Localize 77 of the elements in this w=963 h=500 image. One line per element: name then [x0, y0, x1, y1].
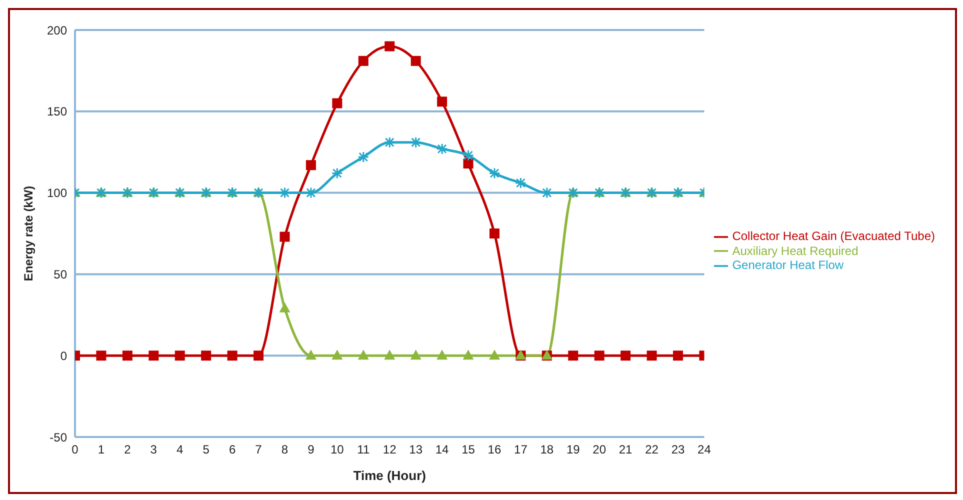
- x-tick-label: 18: [540, 442, 554, 457]
- y-tick-label: 100: [46, 186, 68, 200]
- point: [332, 350, 343, 360]
- point: [122, 350, 132, 361]
- y-tick-label: -50: [50, 430, 68, 444]
- point: [201, 350, 212, 361]
- x-tick-label: 11: [357, 442, 370, 457]
- point: [384, 350, 396, 360]
- point: [462, 350, 474, 360]
- y-axis-title: Energy rate (kW): [21, 186, 36, 282]
- point: [358, 151, 370, 163]
- x-tick-label: 20: [592, 442, 606, 457]
- x-tick-label: 14: [435, 442, 450, 457]
- point: [568, 350, 578, 361]
- legend-label: Collector Heat Gain (Evacuated Tube): [732, 228, 935, 243]
- point: [305, 187, 317, 199]
- point: [279, 302, 290, 312]
- point: [306, 160, 316, 170]
- x-tick-label: 23: [671, 442, 685, 457]
- point: [620, 350, 631, 361]
- x-tick-label: 3: [150, 442, 158, 457]
- x-tick-label: 10: [330, 442, 344, 457]
- x-tick-label: 2: [124, 442, 132, 457]
- x-tick-label: 13: [409, 442, 423, 457]
- point: [227, 350, 238, 361]
- x-tick-label: 1: [98, 442, 105, 457]
- point: [305, 350, 316, 360]
- y-tick-label: 0: [60, 348, 68, 363]
- point: [673, 350, 683, 361]
- x-tick-label: 24: [698, 442, 712, 457]
- x-tick-label: 0: [72, 442, 79, 457]
- point: [278, 187, 290, 199]
- point: [174, 350, 185, 361]
- point: [280, 232, 290, 242]
- x-tick-label: 19: [566, 442, 580, 457]
- point: [489, 228, 500, 238]
- point: [541, 187, 553, 199]
- point: [436, 143, 448, 155]
- point: [358, 350, 369, 360]
- point: [488, 168, 500, 180]
- x-tick-label: 15: [462, 442, 476, 457]
- point: [646, 350, 657, 361]
- point: [410, 136, 422, 148]
- point: [384, 136, 396, 148]
- point: [332, 98, 342, 108]
- x-tick-label: 22: [645, 442, 659, 457]
- x-tick-label: 21: [618, 442, 633, 457]
- point: [437, 96, 448, 107]
- point: [148, 350, 159, 361]
- legend-label: Generator Heat Flow: [732, 258, 844, 272]
- x-tick-label: 17: [514, 442, 528, 457]
- y-tick-label: 150: [46, 104, 68, 119]
- x-tick-label: 9: [308, 442, 315, 457]
- point: [436, 350, 448, 360]
- point: [514, 177, 526, 189]
- y-tick-label: 200: [46, 23, 68, 38]
- point: [488, 350, 500, 360]
- point: [358, 56, 368, 66]
- point: [96, 350, 106, 361]
- point: [462, 150, 474, 162]
- legend-label: Auxiliary Heat Required: [732, 244, 858, 258]
- x-tick-label: 12: [382, 442, 397, 457]
- x-axis-title: Time (Hour): [353, 468, 426, 483]
- x-tick-label: 8: [281, 442, 288, 457]
- y-tick-label: 50: [54, 267, 68, 282]
- x-tick-label: 4: [176, 442, 184, 457]
- x-tick-label: 7: [255, 442, 262, 457]
- x-tick-label: 6: [228, 442, 236, 457]
- x-tick-label: 16: [488, 442, 502, 457]
- point: [384, 41, 395, 52]
- x-tick-label: 5: [202, 442, 210, 457]
- point: [594, 350, 604, 361]
- point: [331, 168, 343, 180]
- point: [410, 56, 421, 66]
- point: [463, 158, 474, 168]
- point: [254, 350, 264, 361]
- point: [410, 350, 422, 360]
